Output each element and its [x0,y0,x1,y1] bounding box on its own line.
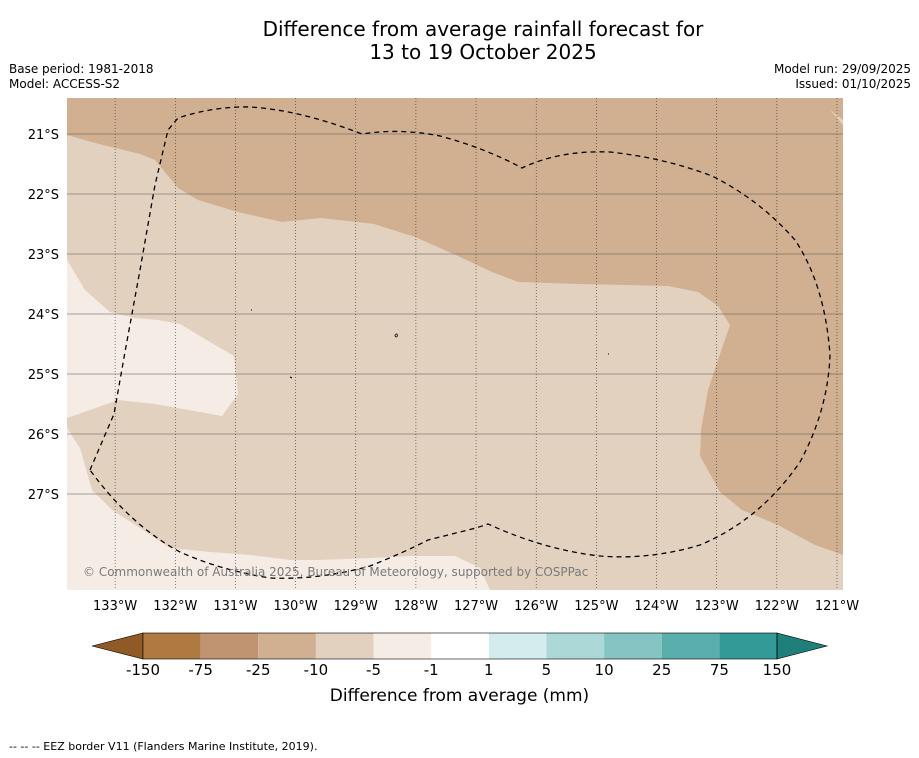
meta-left: Base period: 1981-2018 Model: ACCESS-S2 [9,62,154,92]
lat-tick-label: 21°S [28,128,59,143]
colorbar-title: Difference from average (mm) [329,686,590,706]
copyright-text: © Commonwealth of Australia 2025, Bureau… [83,565,589,579]
colorbar-segment [373,633,432,659]
title-line-1: Difference from average rainfall forecas… [262,17,704,41]
lon-tick-label: 129°W [334,599,378,614]
colorbar-level-label: 75 [709,661,729,679]
colorbar-under-arrow [91,632,144,660]
eez-legend-footnote: -- -- -- EEZ border V11 (Flanders Marine… [9,740,318,753]
rainfall-zone-minus5-minus1-south [67,428,490,590]
lon-tick-label: 125°W [574,599,618,614]
lon-tick-label: 123°W [695,599,739,614]
colorbar-level-label: 150 [762,661,792,679]
colorbar-level-label: 25 [652,661,672,679]
colorbar-level-label: -150 [125,661,161,679]
colorbar-segment [719,633,777,659]
colorbar-level-label: 5 [541,661,552,679]
colorbar-level-label: 1 [484,661,494,679]
eez-border [89,106,831,579]
rainfall-zone-minus25-minus10 [67,98,843,555]
meta-right: Model run: 29/09/2025 Issued: 01/10/2025 [774,62,911,92]
lat-tick-label: 22°S [28,188,59,203]
colorbar-level-label: -5 [366,661,382,679]
colorbar-segment [546,633,605,659]
colorbar-over-arrow [776,632,829,660]
colorbar-segment [315,633,374,659]
lat-tick-label: 27°S [28,488,59,503]
colorbar-level-label: -1 [423,661,439,679]
rainfall-zone-minus5-minus1 [67,260,238,418]
colorbar-segment [488,633,547,659]
lat-tick-label: 23°S [28,248,59,263]
lat-tick-label: 26°S [28,428,59,443]
lon-tick-label: 126°W [514,599,558,614]
colorbar-segment [604,633,662,659]
chart-title: Difference from average rainfall forecas… [0,18,919,64]
lon-tick-label: 124°W [634,599,678,614]
lon-tick-label: 121°W [815,599,859,614]
lon-tick-label: 132°W [153,599,197,614]
colorbar-frame [142,632,778,660]
colorbar-segment [431,633,489,659]
lat-tick-label: 24°S [28,308,59,323]
model-name: Model: ACCESS-S2 [9,77,121,91]
base-period: Base period: 1981-2018 [9,62,154,76]
title-line-2: 13 to 19 October 2025 [369,40,597,64]
lon-tick-label: 127°W [454,599,498,614]
lon-tick-label: 130°W [274,599,318,614]
map-area [67,98,843,590]
lon-tick-label: 128°W [394,599,438,614]
map-artifacts [251,309,609,379]
colorbar-level-label: -10 [303,661,329,679]
colorbar [91,632,829,660]
colorbar-segment [258,633,316,659]
colorbar-level-label: -25 [246,661,271,679]
lon-tick-label: 122°W [755,599,799,614]
issued-date: Issued: 01/10/2025 [795,77,911,91]
graticule [67,98,843,590]
lon-tick-label: 133°W [93,599,137,614]
colorbar-segment [661,633,720,659]
colorbar-level-label: 10 [594,661,614,679]
lon-tick-label: 131°W [213,599,257,614]
model-run: Model run: 29/09/2025 [773,62,911,76]
axis-labels: 133°W 132°W 131°W 130°W 129°W 128°W 127°W 126°W… [28,128,860,614]
colorbar-segment [200,633,259,659]
lat-tick-label: 25°S [28,368,59,383]
colorbar-segment [143,633,201,659]
colorbar-level-label: -75 [188,661,213,679]
